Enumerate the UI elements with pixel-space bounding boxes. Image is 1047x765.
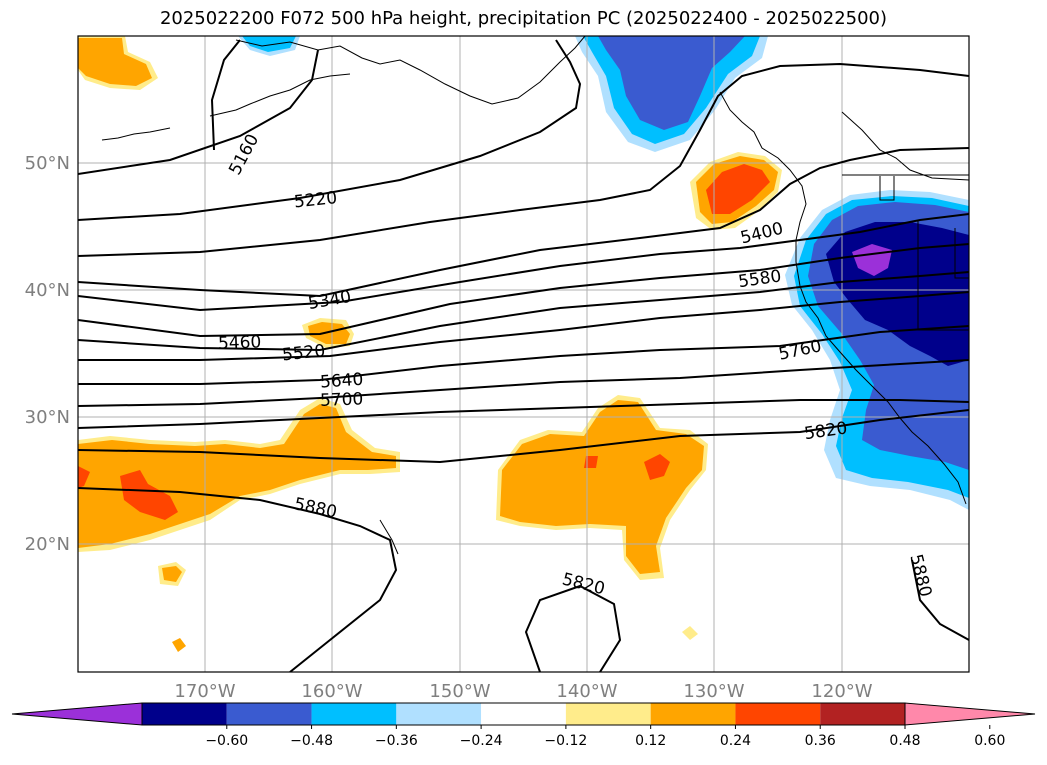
lon-label-150w: 150°W [429, 681, 490, 702]
colorbar-tick-label: −0.60 [205, 733, 248, 749]
precipitation-fill [78, 36, 969, 652]
colorbar-tick-label: 0.12 [635, 733, 666, 749]
lon-label-160w: 160°W [301, 681, 362, 702]
colorbar-tick-label: 0.48 [889, 733, 920, 749]
contour-label: 5760 [777, 336, 823, 365]
lat-label-50n: 50°N [25, 153, 70, 174]
colorbar-tick-label: 0.24 [720, 733, 751, 749]
contour-label: 5160 [225, 131, 263, 179]
contour-label: 5580 [737, 266, 783, 292]
colorbar-segment [481, 703, 566, 725]
contour-label: 5880 [905, 552, 935, 599]
lat-label-40n: 40°N [25, 280, 70, 301]
colorbar-tick-label: 0.60 [974, 733, 1005, 749]
latitude-labels: 50°N 40°N 30°N 20°N [25, 153, 70, 555]
colorbar-tick-label: 0.36 [805, 733, 836, 749]
contour-label: 5220 [293, 188, 338, 212]
contour-label: 5460 [218, 332, 262, 353]
map-title: 2025022200 F072 500 hPa height, precipit… [159, 8, 888, 29]
contour-label: 5520 [281, 341, 326, 365]
colorbar-segment [565, 703, 651, 725]
height-contours [78, 39, 969, 672]
colorbar-segment [650, 703, 736, 725]
colorbar-tick-label: −0.36 [375, 733, 418, 749]
colorbar-segment [820, 703, 905, 725]
colorbar-tick-label: −0.24 [460, 733, 503, 749]
colorbar-extend-low [11, 702, 143, 726]
coastlines [101, 36, 969, 555]
lon-label-140w: 140°W [556, 681, 617, 702]
lat-label-30n: 30°N [25, 407, 70, 428]
contour-label: 5700 [320, 389, 364, 410]
colorbar-extend-high [904, 702, 1036, 726]
lon-label-120w: 120°W [811, 681, 872, 702]
colorbar-tick-label: −0.12 [544, 733, 587, 749]
contour-label: 5340 [307, 287, 353, 314]
longitude-labels: 170°W 160°W 150°W 140°W 130°W 120°W [174, 681, 872, 702]
colorbar-segment [311, 703, 397, 725]
colorbar-segment [396, 703, 482, 725]
plot-frame [77, 35, 970, 673]
contour-label: 5640 [319, 370, 364, 393]
contour-label-group: 5160 5220 5400 5580 5340 5460 5520 5760 … [218, 131, 936, 599]
contour-label: 5400 [739, 219, 786, 249]
lon-label-130w: 130°W [683, 681, 744, 702]
colorbar: −0.60 −0.48 −0.36 −0.24 −0.12 0.12 0.24 0.36 0.4… [11, 702, 1036, 749]
colorbar-segment [735, 703, 821, 725]
colorbar-border [141, 702, 906, 726]
colorbar-segment [226, 703, 312, 725]
lat-label-20n: 20°N [25, 534, 70, 555]
colorbar-tick-label: −0.48 [290, 733, 333, 749]
contour-label: 5820 [560, 569, 607, 599]
lon-label-170w: 170°W [174, 681, 235, 702]
colorbar-segment [142, 703, 227, 725]
